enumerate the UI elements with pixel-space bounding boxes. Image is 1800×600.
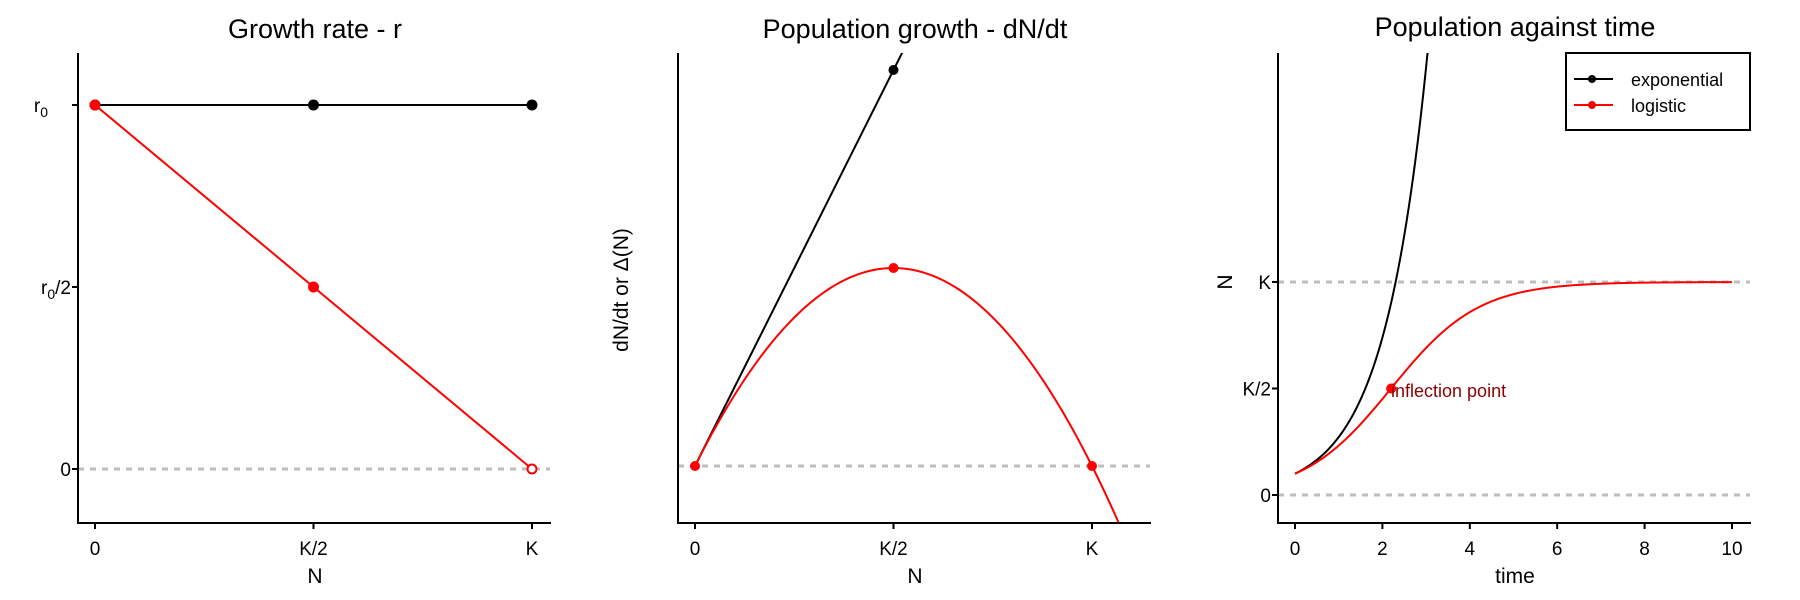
x-tick-label: K [1086,539,1099,560]
logistic-curve [694,266,1120,523]
x-tick-label: 6 [1552,539,1563,560]
exponential-point [526,99,538,111]
x-tick-label: 0 [90,539,101,560]
panel-title: Population growth - dN/dt [763,14,1068,44]
panel-population-time: Population against time inflection point… [1214,12,1751,588]
x-tick-label: 0 [690,539,701,560]
x-tick-label: K [526,539,539,560]
panel-population-growth: Population growth - dN/dt 0 K/2 K dN/dt or… [610,14,1151,588]
panel-title: Population against time [1375,12,1656,42]
logistic-point [1087,461,1097,471]
panel-title: Growth rate - r [228,14,402,44]
logistic-point [308,281,319,293]
x-tick-label: K/2 [879,539,908,560]
legend-logistic-marker [1588,101,1596,109]
logistic-point [89,99,101,111]
x-axis-label: N [307,565,322,588]
y-tick-label: r0/2 [41,278,71,302]
y-tick-label: K [1258,273,1271,294]
legend-label: logistic [1631,96,1686,116]
x-tick-label: K/2 [299,539,328,560]
y-axis-label: dN/dt or Δ(N) [610,228,633,352]
legend-label: exponential [1631,70,1723,90]
legend-box [1565,52,1751,131]
x-tick-label: 10 [1721,539,1742,560]
y-tick-label: r0 [34,96,48,120]
inflection-point-annotation: inflection point [1391,381,1506,401]
exponential-curve [1294,53,1429,475]
x-tick-label: 4 [1465,539,1476,560]
logistic-curve [1294,281,1733,475]
inflection-point-marker [1386,383,1397,394]
y-tick-label: 0 [1260,486,1271,507]
x-tick-label: 0 [1290,539,1301,560]
y-tick-label: 0 [60,460,71,481]
legend: exponential logistic [1565,52,1751,131]
x-tick-label: 8 [1639,539,1650,560]
panel-growth-rate: Growth rate - r 0 K/2 K r0 r0/2 0 N [34,14,551,588]
exponential-point [308,99,319,111]
logistic-point [888,263,899,273]
legend-exponential-marker [1588,75,1596,83]
y-tick-label: K/2 [1242,380,1271,401]
x-axis-label: time [1495,565,1535,588]
logistic-point [526,463,538,475]
x-tick-label: 2 [1377,539,1388,560]
x-axis-label: N [907,565,922,588]
logistic-point [690,461,700,471]
exponential-point [888,65,899,75]
y-axis-label: N [1214,274,1237,289]
